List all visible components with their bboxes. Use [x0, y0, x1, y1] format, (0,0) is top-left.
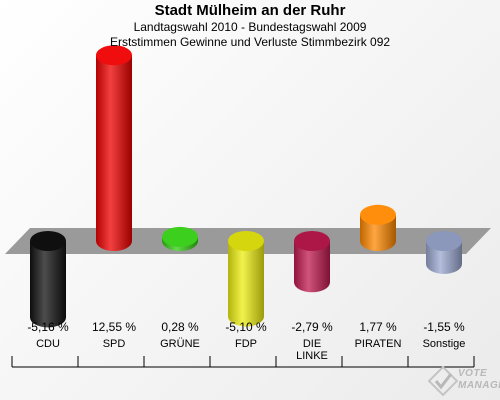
category-label-die-linke: DIE LINKE [296, 338, 328, 362]
value-label-sonstige: -1,55 % [423, 320, 465, 334]
bar-fdp [228, 231, 264, 327]
value-label-cdu: -5,16 % [27, 320, 69, 334]
category-label-spd: SPD [103, 338, 126, 350]
category-label-fdp: FDP [235, 338, 257, 350]
value-label-die-linke: -2,79 % [291, 320, 333, 334]
bar-gruene [162, 226, 198, 251]
chart-header: Stadt Mülheim an der Ruhr Landtagswahl 2… [0, 2, 500, 50]
watermark-line-1: VOTE [458, 368, 488, 379]
category-label-gruene: GRÜNE [160, 338, 200, 350]
watermark-line-2: MANAGER [458, 380, 500, 391]
category-label-cdu: CDU [36, 338, 60, 350]
bar-spd [96, 45, 132, 252]
vote-manager-logo: VOTE MANAGER [426, 364, 500, 400]
chart-title: Stadt Mülheim an der Ruhr [154, 2, 346, 19]
bar-die-linke [294, 231, 330, 293]
bar-piraten [360, 204, 396, 251]
value-label-spd: 12,55 % [92, 320, 136, 334]
category-label-piraten: PIRATEN [355, 338, 402, 350]
bar-sonstige [426, 231, 462, 274]
bar-cdu [30, 231, 66, 328]
chart-subtitle-1: Landtagswahl 2010 - Bundestagswahl 2009 [133, 20, 367, 34]
value-label-gruene: 0,28 % [161, 320, 199, 334]
chart-subtitle-2: Erststimmen Gewinne und Verluste Stimmbe… [109, 35, 391, 49]
ballot-check-icon [428, 366, 458, 396]
value-label-piraten: 1,77 % [359, 320, 397, 334]
value-label-fdp: -5,10 % [225, 320, 267, 334]
category-label-sonstige: Sonstige [423, 338, 466, 350]
